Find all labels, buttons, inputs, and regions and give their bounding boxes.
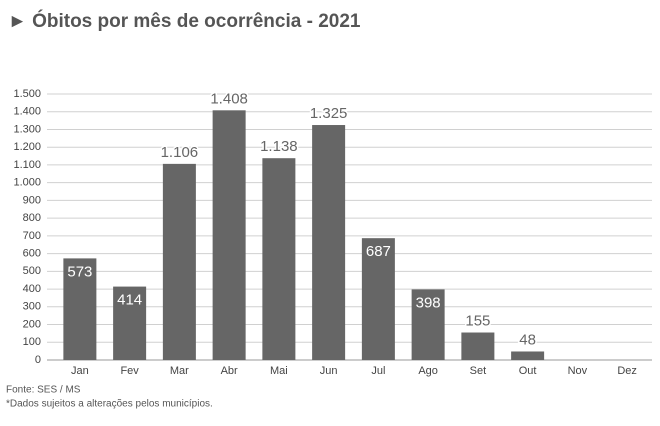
value-label: 1.408 — [210, 90, 248, 107]
x-tick-label: Jan — [71, 365, 89, 377]
x-tick-label: Mai — [270, 365, 288, 377]
value-label: 48 — [519, 331, 536, 348]
footnote: *Dados sujeitos a alterações pelos munic… — [6, 399, 213, 410]
x-tick-label: Ago — [418, 365, 438, 377]
y-tick-label: 800 — [23, 212, 41, 224]
x-tick-label: Mar — [170, 365, 189, 377]
bar — [312, 125, 346, 361]
y-tick-label: 500 — [23, 265, 41, 277]
y-tick-label: 1.400 — [13, 106, 41, 118]
x-tick-label: Abr — [221, 365, 238, 377]
value-label: 155 — [465, 312, 490, 329]
y-tick-label: 1.200 — [13, 141, 41, 153]
value-label: 1.138 — [260, 138, 298, 155]
bar — [162, 163, 196, 360]
bar — [461, 332, 495, 360]
value-label: 573 — [67, 263, 92, 280]
value-label: 1.325 — [310, 105, 348, 122]
x-tick-label: Set — [470, 365, 487, 377]
x-tick-label: Dez — [617, 365, 637, 377]
y-tick-label: 1.000 — [13, 177, 41, 189]
bar — [262, 158, 296, 360]
y-tick-label: 0 — [35, 354, 41, 366]
x-tick-label: Jun — [320, 365, 338, 377]
y-tick-label: 1.100 — [13, 159, 41, 171]
bar — [361, 238, 395, 360]
y-tick-label: 300 — [23, 301, 41, 313]
value-label: 687 — [366, 243, 391, 260]
y-tick-label: 100 — [23, 336, 41, 348]
bar — [511, 351, 545, 360]
y-tick-label: 200 — [23, 318, 41, 330]
x-tick-label: Nov — [568, 365, 588, 377]
y-tick-label: 700 — [23, 230, 41, 242]
x-tick-label: Jul — [371, 365, 385, 377]
y-tick-label: 900 — [23, 194, 41, 206]
bar — [63, 258, 97, 360]
bar — [212, 110, 246, 360]
y-tick-label: 400 — [23, 283, 41, 295]
y-tick-label: 1.500 — [13, 88, 41, 100]
y-tick-label: 1.300 — [13, 123, 41, 135]
x-tick-label: Out — [519, 365, 537, 377]
value-label: 1.106 — [161, 144, 199, 161]
source-note: Fonte: SES / MS — [6, 385, 81, 396]
bar — [113, 286, 147, 360]
value-label: 398 — [416, 294, 441, 311]
value-label: 414 — [117, 292, 142, 309]
chart-title: ► Óbitos por mês de ocorrência - 2021 — [8, 10, 361, 32]
bar — [411, 289, 445, 360]
y-tick-label: 600 — [23, 248, 41, 260]
x-tick-label: Fev — [120, 365, 139, 377]
